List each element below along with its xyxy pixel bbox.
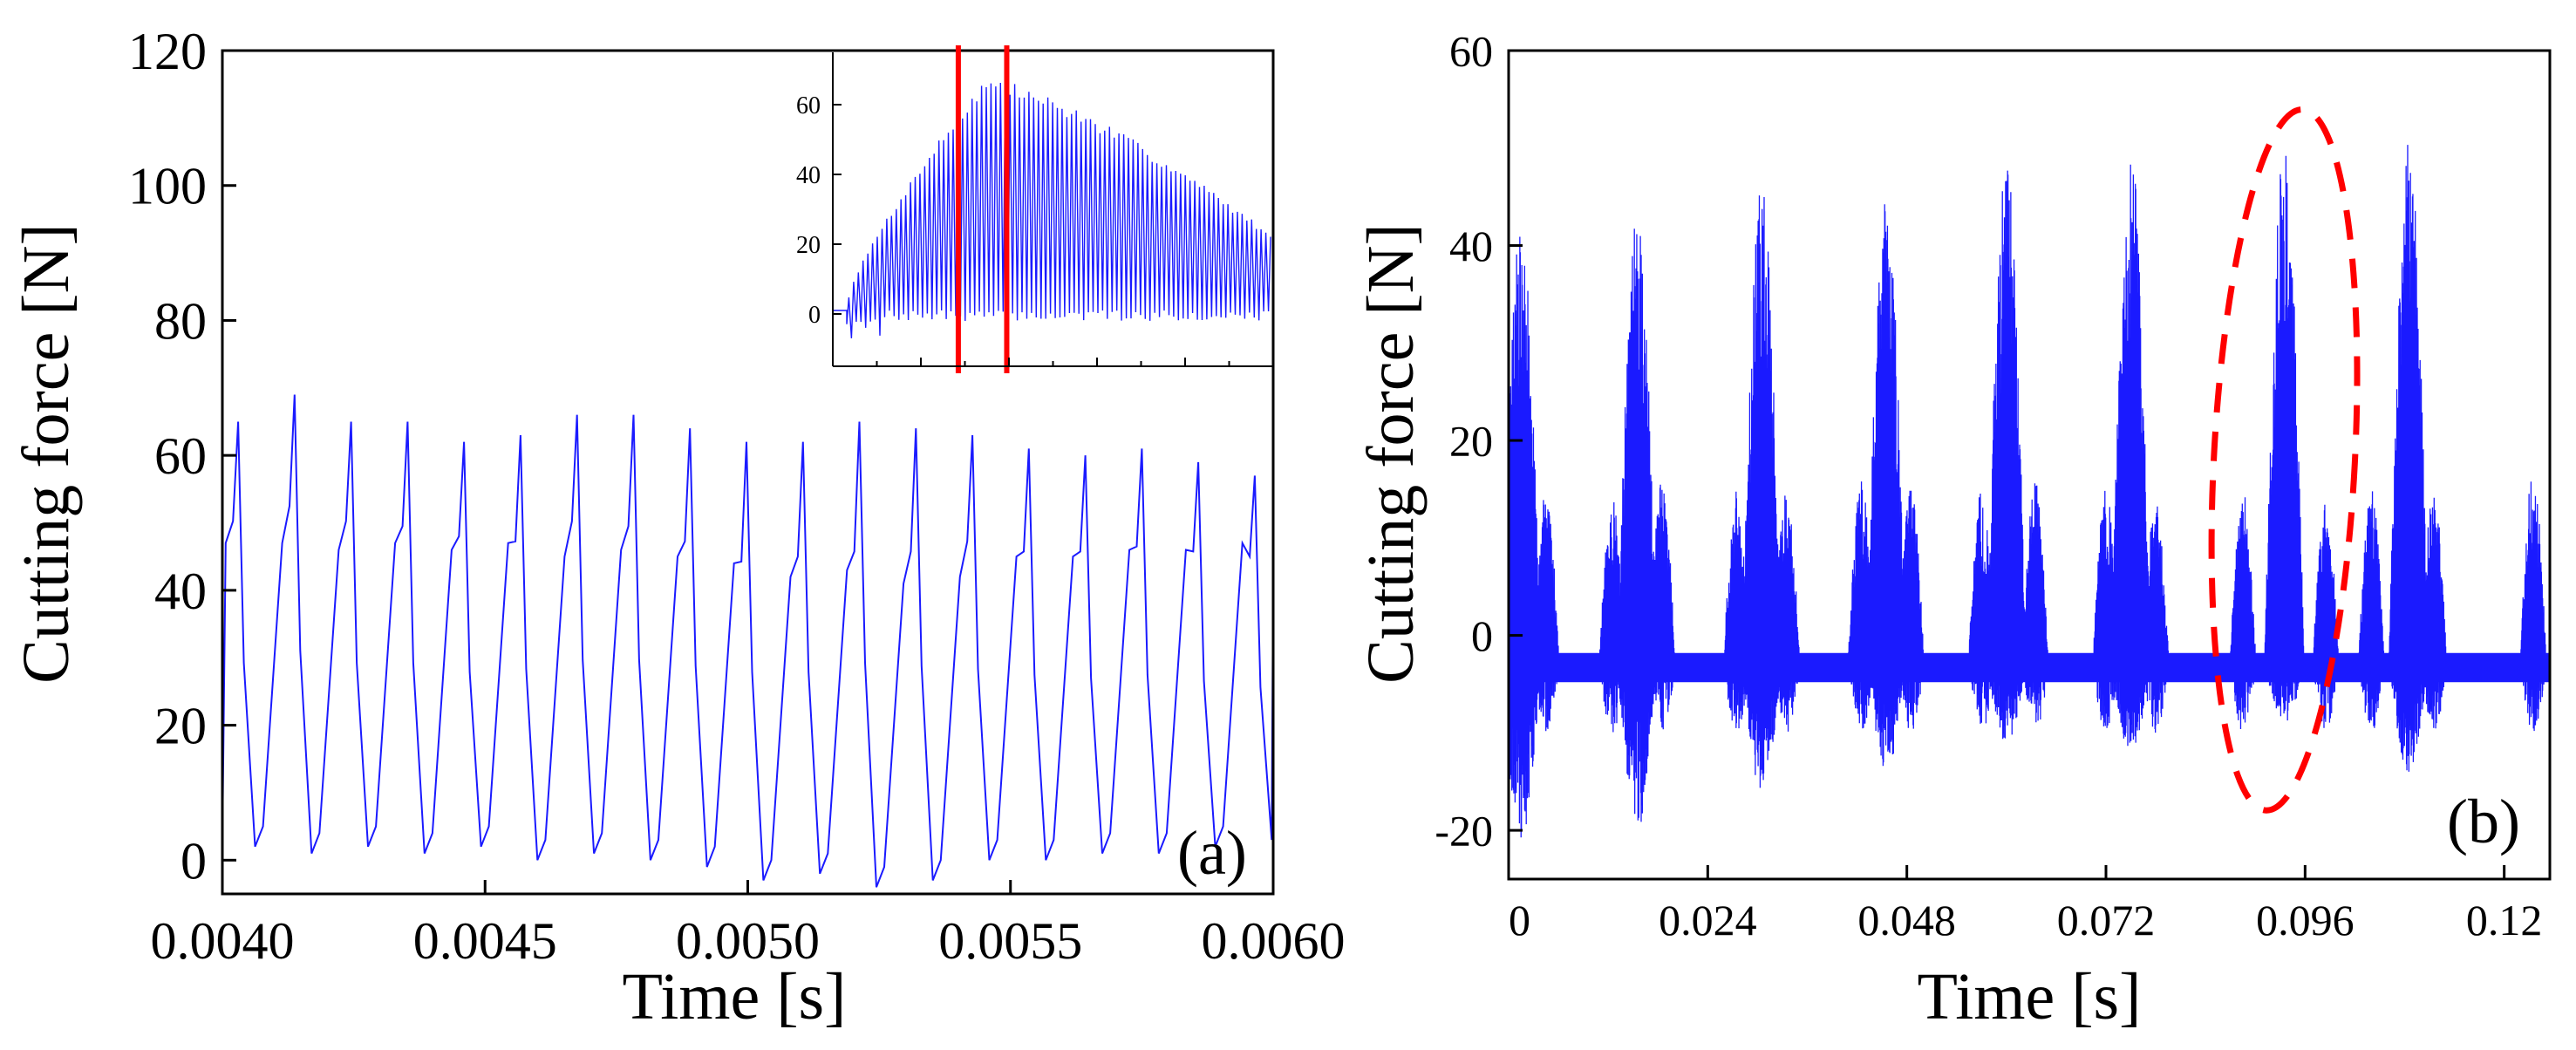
panel-a-label: (a) xyxy=(1177,818,1247,888)
panel-a-y-tick-label: 0 xyxy=(181,832,207,890)
inset-series xyxy=(833,82,1271,338)
panel-a-series xyxy=(222,394,1273,888)
panel-b-x-tick-label: 0.024 xyxy=(1659,896,1757,944)
inset-ticks: 0 20 40 60 xyxy=(796,92,1274,366)
panel-a-x-tick-label: 0.0050 xyxy=(676,912,820,970)
panel-b-force-line xyxy=(1509,145,2550,838)
panel-b-x-tick-label: 0.096 xyxy=(2256,896,2355,944)
panel-a-x-tick-label: 0.0045 xyxy=(413,912,557,970)
panel-a-y-tick-label: 80 xyxy=(154,292,207,350)
panel-b-y-tick-label: 0 xyxy=(1471,611,1493,660)
panel-a-force-line xyxy=(222,394,1273,888)
inset-force-line xyxy=(833,82,1271,338)
inset-y-tick-label: 40 xyxy=(796,162,821,189)
panel-b-y-tick-label: 20 xyxy=(1449,417,1493,466)
panel-a-x-axis-title: Time [s] xyxy=(623,960,847,1033)
panel-a-y-axis-title: Cutting force [N] xyxy=(10,223,83,684)
panel-a-y-tick-label: 100 xyxy=(128,158,207,215)
panel-b-y-axis-title: Cutting force [N] xyxy=(1354,223,1428,684)
panel-a-y-tick-label: 120 xyxy=(128,23,207,80)
panel-b-dashed-ellipse xyxy=(2208,106,2361,814)
panel-b-y-tick-label: 60 xyxy=(1449,27,1493,76)
panel-b-y-tick-label: -20 xyxy=(1435,807,1493,856)
panel-b-dashed-ellipse-shape xyxy=(2208,106,2361,814)
panel-a-x-tick-label: 0.0040 xyxy=(151,912,295,970)
inset-highlight-window xyxy=(955,45,1010,373)
panel-b-x-tick-label: 0 xyxy=(1509,896,1530,944)
panel-a-y-tick-label: 60 xyxy=(154,427,207,485)
panel-b-series xyxy=(1509,145,2550,838)
panel-a: 0.0040 0.0045 0.0050 0.0055 0.0060 0 20 40 60 80 1… xyxy=(10,23,1346,1033)
panel-a-y-tick-label: 40 xyxy=(154,562,207,620)
panel-b-frame xyxy=(1507,49,2552,881)
panel-b-x-tick-label: 0.048 xyxy=(1857,896,1956,944)
panel-a-ticks: 0.0040 0.0045 0.0050 0.0055 0.0060 0 20 40 60 80 1… xyxy=(128,23,1346,970)
panel-b-x-axis-title: Time [s] xyxy=(1918,960,2142,1033)
inset-y-tick-label: 20 xyxy=(796,232,821,259)
panel-b-x-tick-label: 0.12 xyxy=(2466,896,2543,944)
panel-a-x-tick-label: 0.0060 xyxy=(1202,912,1346,970)
panel-b-x-tick-label: 0.072 xyxy=(2057,896,2156,944)
panel-b-y-tick-label: 40 xyxy=(1449,222,1493,270)
panel-a-x-tick-label: 0.0055 xyxy=(938,912,1082,970)
panel-a-y-tick-label: 20 xyxy=(154,698,207,755)
panel-a-inset: 0 20 40 60 xyxy=(796,45,1274,373)
panel-b-ticks: 0 0.024 0.048 0.072 0.096 0.12 -20 0 20 40 60 xyxy=(1435,27,2542,945)
inset-y-tick-label: 0 xyxy=(808,302,821,329)
panel-b-label: (b) xyxy=(2447,787,2520,856)
inset-y-tick-label: 60 xyxy=(796,92,821,119)
